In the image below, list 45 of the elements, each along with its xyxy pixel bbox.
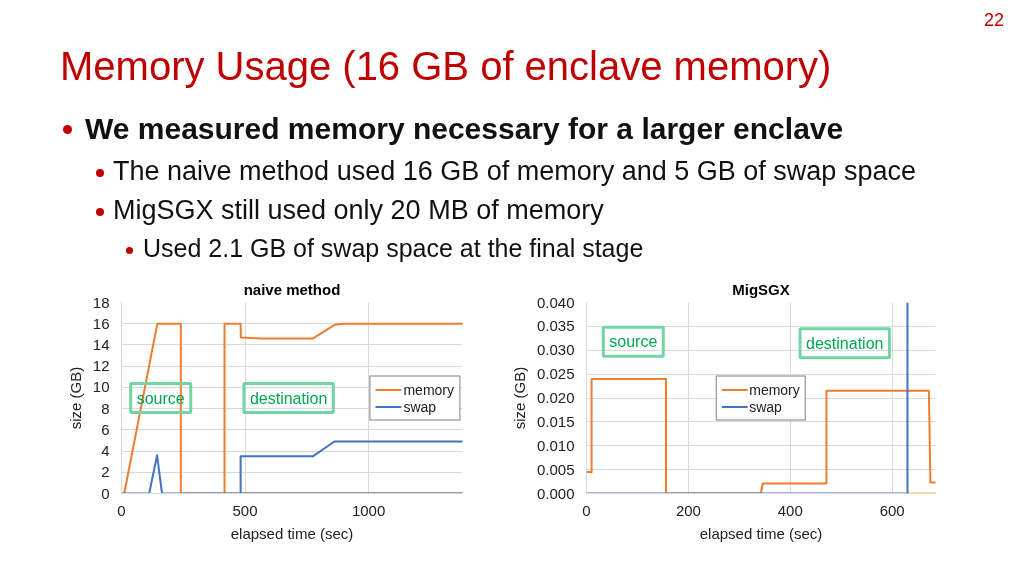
annotation: destination xyxy=(249,389,328,407)
y-tick-label: 6 xyxy=(101,420,110,438)
y-tick-label: 12 xyxy=(92,357,110,375)
text: MigSGX still used only 20 MB of memory xyxy=(113,195,604,225)
y-tick-label: 0.025 xyxy=(536,365,575,383)
y-tick-label: 14 xyxy=(92,335,110,353)
y-tick-label: 16 xyxy=(92,314,110,332)
annotation: source xyxy=(609,333,658,351)
text: The naive method used 16 GB of memory and 5 GB of swap space xyxy=(113,156,916,186)
chart-title: MigSGX xyxy=(732,280,790,298)
text: 22 xyxy=(983,10,1004,30)
x-tick-label: 500 xyxy=(232,501,258,519)
x-tick-label: 0 xyxy=(582,501,591,519)
chart-title: naive method xyxy=(243,280,341,298)
y-tick-label: 8 xyxy=(101,399,110,417)
y-axis-title: size (GB) xyxy=(510,366,528,430)
text: Memory Usage (16 GB of enclave memory) xyxy=(60,44,832,88)
y-tick-label: 18 xyxy=(92,293,110,311)
text: Used 2.1 GB of swap space at the final stage xyxy=(143,234,644,262)
x-axis-title: elapsed time (sec) xyxy=(230,524,354,542)
y-tick-label: 0.010 xyxy=(536,436,575,454)
y-tick-label: 4 xyxy=(101,442,110,460)
y-tick-label: 2 xyxy=(101,463,110,481)
y-tick-label: 0.000 xyxy=(536,484,575,502)
legend-label: swap xyxy=(749,398,782,414)
x-tick-label: 600 xyxy=(879,501,905,519)
legend-label: swap xyxy=(403,398,437,414)
y-tick-label: 0.005 xyxy=(536,460,575,478)
y-tick-label: 0.040 xyxy=(536,293,575,311)
y-tick-label: 0.020 xyxy=(536,389,575,406)
text: We measured memory necessary for a larger enclave xyxy=(85,112,844,145)
x-tick-label: 400 xyxy=(777,501,803,519)
y-axis-title: size (GB) xyxy=(66,366,84,430)
legend-label: memory xyxy=(749,381,800,397)
y-tick-label: 0.030 xyxy=(536,341,575,359)
legend-label: memory xyxy=(403,381,454,397)
x-tick-label: 200 xyxy=(675,501,701,519)
y-tick-label: 0 xyxy=(101,484,110,502)
y-tick-label: 10 xyxy=(92,378,110,396)
y-tick-label: 0.015 xyxy=(536,412,575,430)
x-axis-title: elapsed time (sec) xyxy=(699,524,823,542)
x-tick-label: 1000 xyxy=(351,501,386,519)
y-tick-label: 0.035 xyxy=(536,317,575,335)
x-tick-label: 0 xyxy=(117,501,126,519)
annotation: destination xyxy=(806,334,884,352)
